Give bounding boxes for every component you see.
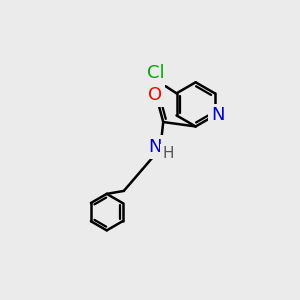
Text: Cl: Cl [147, 64, 165, 82]
Text: N: N [148, 138, 162, 156]
Text: N: N [211, 106, 224, 124]
Text: O: O [148, 86, 162, 104]
Text: H: H [163, 146, 174, 161]
